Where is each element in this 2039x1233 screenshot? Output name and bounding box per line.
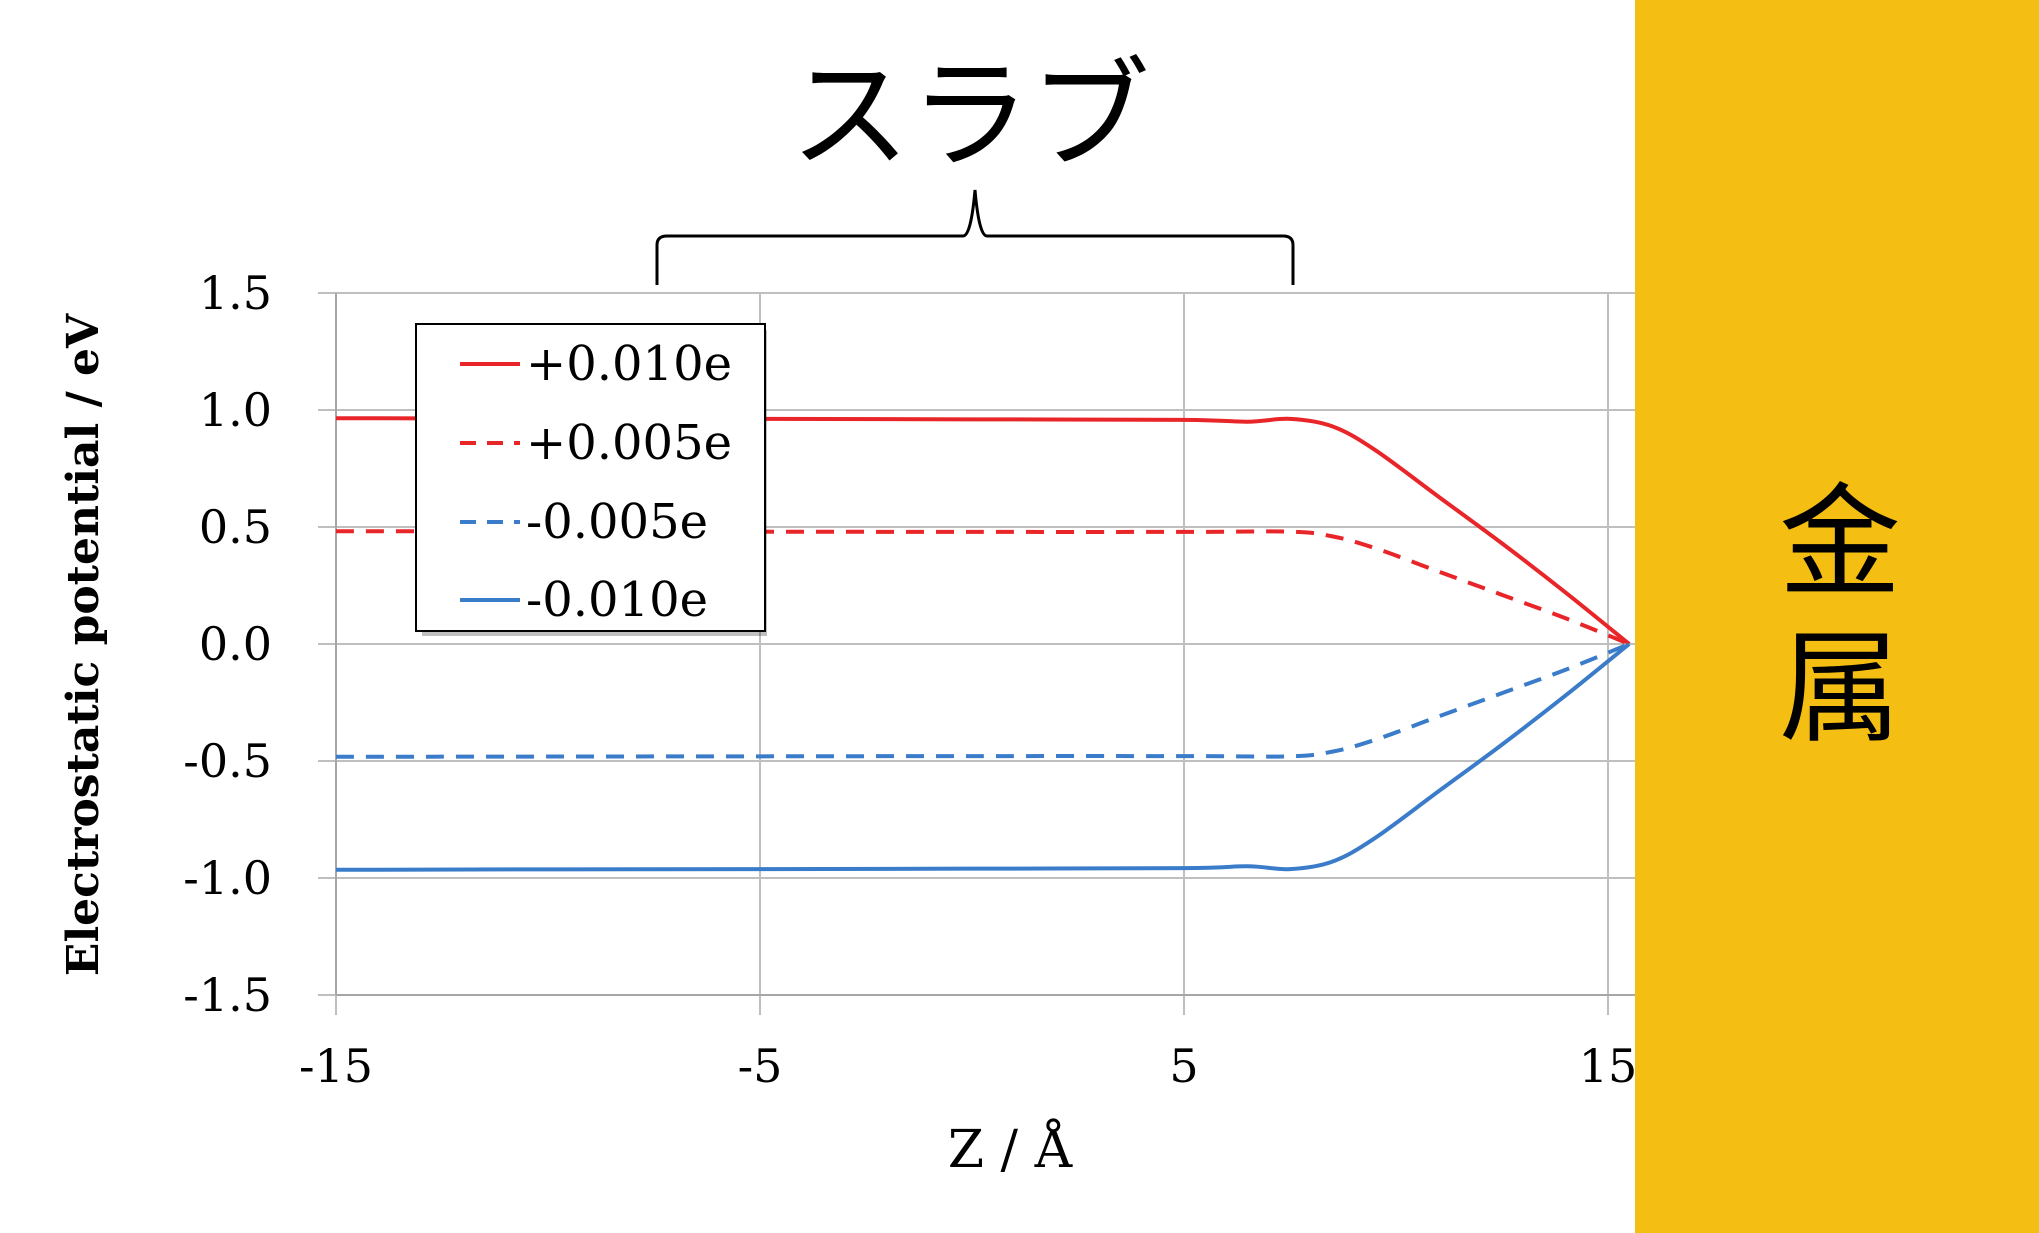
legend-label-1: +0.010e [526,336,732,392]
x-tick-label: -15 [299,1039,373,1093]
legend: +0.010e +0.005e -0.005e -0.010e [415,323,767,636]
y-tick-label: -0.5 [183,734,272,788]
series-line-4 [335,642,1631,872]
x-tick-label: 15 [1579,1039,1638,1093]
metal-label: 金 属 [1760,470,1920,762]
y-tick-label: -1.5 [183,968,272,1022]
y-tick-label: -1.0 [183,851,272,905]
slab-bracket [655,189,1295,285]
x-axis-title: Z / Å [948,1118,1074,1180]
y-tick-labels: 1.5 1.0 0.5 0.0 -0.5 -1.0 -1.5 [183,266,272,1022]
x-tick-labels: -15 -5 5 15 [299,1039,1637,1093]
series-line-3 [335,642,1630,759]
metal-label-char-1: 金 [1779,472,1901,614]
y-tick-label: 1.5 [199,266,272,320]
y-tick-label: 0.0 [199,617,272,671]
legend-box [415,323,766,632]
slab-label: スラブ [790,47,1150,186]
y-tick-label: 1.0 [199,383,272,437]
y-axis-title: Electrostatic potential / eV [58,313,109,976]
x-tick-label: -5 [738,1039,783,1093]
legend-label-4: -0.010e [526,572,708,628]
legend-label-2: +0.005e [526,415,732,471]
y-tick-label: 0.5 [199,500,272,554]
slab-brace [655,189,1295,285]
x-tick-label: 5 [1169,1039,1198,1093]
metal-region [1635,0,2039,1233]
plot-axes [335,293,1635,996]
metal-label-char-2: 属 [1779,618,1901,760]
legend-label-3: -0.005e [526,494,708,550]
